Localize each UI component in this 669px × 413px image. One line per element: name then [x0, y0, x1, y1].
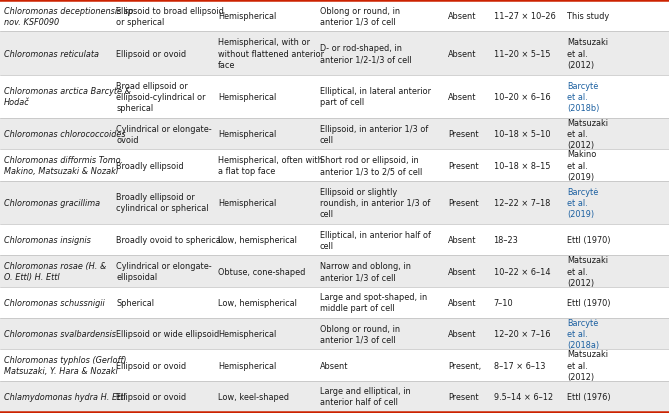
Text: Ettl (1970): Ettl (1970) [567, 298, 611, 307]
Text: Matsuzaki
et al.
(2012): Matsuzaki et al. (2012) [567, 349, 608, 381]
Text: Chloromonas arctica Barcytė &
Hodač: Chloromonas arctica Barcytė & Hodač [3, 87, 130, 107]
Bar [0, 119, 669, 150]
Text: 12–22 × 7–18: 12–22 × 7–18 [494, 198, 550, 207]
Text: This study: This study [567, 12, 609, 21]
Bar [0, 32, 669, 76]
Text: Matsuzaki
et al.
(2012): Matsuzaki et al. (2012) [567, 38, 608, 69]
Text: Large and elliptical, in
anterior half of cell: Large and elliptical, in anterior half o… [320, 386, 410, 406]
Text: 10–20 × 6–16: 10–20 × 6–16 [494, 93, 550, 102]
Bar [0, 381, 669, 412]
Text: Chloromonas schussnigii: Chloromonas schussnigii [3, 298, 104, 307]
Text: Broadly ellipsoid: Broadly ellipsoid [116, 161, 184, 170]
Text: Absent: Absent [448, 298, 476, 307]
Text: 10–18 × 8–15: 10–18 × 8–15 [494, 161, 550, 170]
Text: Hemispherical: Hemispherical [218, 12, 276, 21]
Text: Chloromonas svalbardensis: Chloromonas svalbardensis [3, 330, 116, 338]
Text: Chloromonas difformis Tomo.
Makino, Matsuzaki & Nozaki: Chloromonas difformis Tomo. Makino, Mats… [3, 156, 122, 176]
Text: Ellipsoid or slightly
roundish, in anterior 1/3 of
cell: Ellipsoid or slightly roundish, in anter… [320, 188, 430, 218]
Text: Present: Present [448, 130, 479, 139]
Text: D- or rod-shaped, in
anterior 1/2-1/3 of cell: D- or rod-shaped, in anterior 1/2-1/3 of… [320, 44, 411, 64]
Text: Absent: Absent [448, 267, 476, 276]
Text: Cylindrical or elongate-
ellipsoidal: Cylindrical or elongate- ellipsoidal [116, 261, 212, 281]
Text: Chloromonas rosae (H. &
O. Ettl) H. Ettl: Chloromonas rosae (H. & O. Ettl) H. Ettl [3, 261, 106, 281]
Text: Ellipsoid or ovoid: Ellipsoid or ovoid [116, 392, 187, 401]
Text: Spherical: Spherical [116, 298, 155, 307]
Text: Chloromonas chlorococcoides: Chloromonas chlorococcoides [3, 130, 125, 139]
Text: Absent: Absent [448, 236, 476, 244]
Text: Chlamydomonas hydra H. Ettl: Chlamydomonas hydra H. Ettl [3, 392, 125, 401]
Text: Hemispherical: Hemispherical [218, 93, 276, 102]
Text: Cylindrical or elongate-
ovoid: Cylindrical or elongate- ovoid [116, 124, 212, 145]
Text: Elliptical, in anterior half of
cell: Elliptical, in anterior half of cell [320, 230, 430, 250]
Text: Absent: Absent [448, 93, 476, 102]
Text: Oblong or round, in
anterior 1/3 of cell: Oblong or round, in anterior 1/3 of cell [320, 7, 399, 27]
Bar [0, 181, 669, 225]
Text: Present: Present [448, 392, 479, 401]
Text: Ellipsoid or wide ellipsoid: Ellipsoid or wide ellipsoid [116, 330, 219, 338]
Text: Barcytė
et al.
(2018a): Barcytė et al. (2018a) [567, 318, 599, 349]
Text: Matsuzaki
et al.
(2012): Matsuzaki et al. (2012) [567, 119, 608, 150]
Text: Chloromonas gracillima: Chloromonas gracillima [3, 198, 100, 207]
Text: Broadly ellipsoid or
cylindrical or spherical: Broadly ellipsoid or cylindrical or sphe… [116, 193, 209, 213]
Text: Chloromonas insignis: Chloromonas insignis [3, 236, 90, 244]
Text: 11–20 × 5–15: 11–20 × 5–15 [494, 50, 550, 58]
Text: Elliptical, in lateral anterior
part of cell: Elliptical, in lateral anterior part of … [320, 87, 431, 107]
Text: Barcytė
et al.
(2018b): Barcytė et al. (2018b) [567, 82, 599, 113]
Text: Low, hemispherical: Low, hemispherical [218, 236, 297, 244]
Text: Absent: Absent [320, 361, 348, 370]
Text: Present: Present [448, 198, 479, 207]
Text: 9.5–14 × 6–12: 9.5–14 × 6–12 [494, 392, 553, 401]
Bar [0, 1, 669, 32]
Text: Oblong or round, in
anterior 1/3 of cell: Oblong or round, in anterior 1/3 of cell [320, 324, 399, 344]
Text: Ettl (1976): Ettl (1976) [567, 392, 611, 401]
Text: Low, keel-shaped: Low, keel-shaped [218, 392, 289, 401]
Text: Ellipsoid, in anterior 1/3 of
cell: Ellipsoid, in anterior 1/3 of cell [320, 124, 428, 145]
Text: 10–22 × 6–14: 10–22 × 6–14 [494, 267, 550, 276]
Text: Chloromonas deceptionensis sp.
nov. KSF0090: Chloromonas deceptionensis sp. nov. KSF0… [3, 7, 136, 27]
Bar [0, 287, 669, 318]
Text: Absent: Absent [448, 330, 476, 338]
Text: Hemispherical, often with
a flat top face: Hemispherical, often with a flat top fac… [218, 156, 322, 176]
Text: 12–20 × 7–16: 12–20 × 7–16 [494, 330, 550, 338]
Text: Ettl (1970): Ettl (1970) [567, 236, 611, 244]
Text: Ellipsoid or ovoid: Ellipsoid or ovoid [116, 50, 187, 58]
Text: 8–17 × 6–13: 8–17 × 6–13 [494, 361, 545, 370]
Text: Absent: Absent [448, 12, 476, 21]
Text: Hemispherical: Hemispherical [218, 198, 276, 207]
Text: Makino
et al.
(2019): Makino et al. (2019) [567, 150, 597, 181]
Text: Barcytė
et al.
(2019): Barcytė et al. (2019) [567, 188, 598, 218]
Text: Obtuse, cone-shaped: Obtuse, cone-shaped [218, 267, 305, 276]
Text: Chloromonas typhlos (Gerloff)
Matsuzaki, Y. Hara & Nozaki: Chloromonas typhlos (Gerloff) Matsuzaki,… [3, 355, 126, 375]
Text: Large and spot-shaped, in
middle part of cell: Large and spot-shaped, in middle part of… [320, 293, 427, 313]
Text: Broad ellipsoid or
ellipsoid-cylindrical or
spherical: Broad ellipsoid or ellipsoid-cylindrical… [116, 82, 206, 113]
Text: Matsuzaki
et al.
(2012): Matsuzaki et al. (2012) [567, 256, 608, 287]
Bar [0, 318, 669, 349]
Bar [0, 256, 669, 287]
Bar [0, 349, 669, 381]
Bar [0, 150, 669, 181]
Text: 10–18 × 5–10: 10–18 × 5–10 [494, 130, 550, 139]
Text: Hemispherical, with or
without flattened anterior
face: Hemispherical, with or without flattened… [218, 38, 324, 69]
Text: Low, hemispherical: Low, hemispherical [218, 298, 297, 307]
Bar [0, 76, 669, 119]
Text: Broadly ovoid to spherical: Broadly ovoid to spherical [116, 236, 223, 244]
Text: 18–23: 18–23 [494, 236, 518, 244]
Text: Short rod or ellipsoid, in
anterior 1/3 to 2/5 of cell: Short rod or ellipsoid, in anterior 1/3 … [320, 156, 422, 176]
Text: Narrow and oblong, in
anterior 1/3 of cell: Narrow and oblong, in anterior 1/3 of ce… [320, 261, 411, 281]
Text: Ellipsoid or ovoid: Ellipsoid or ovoid [116, 361, 187, 370]
Text: Hemispherical: Hemispherical [218, 130, 276, 139]
Text: Ellipsoid to broad ellipsoid
or spherical: Ellipsoid to broad ellipsoid or spherica… [116, 7, 224, 27]
Text: 7–10: 7–10 [494, 298, 513, 307]
Text: Absent: Absent [448, 50, 476, 58]
Text: Present: Present [448, 161, 479, 170]
Text: Hemispherical: Hemispherical [218, 361, 276, 370]
Text: Chloromonas reticulata: Chloromonas reticulata [3, 50, 98, 58]
Bar [0, 225, 669, 256]
Text: Present,: Present, [448, 361, 481, 370]
Text: Hemispherical: Hemispherical [218, 330, 276, 338]
Text: 11–27 × 10–26: 11–27 × 10–26 [494, 12, 555, 21]
